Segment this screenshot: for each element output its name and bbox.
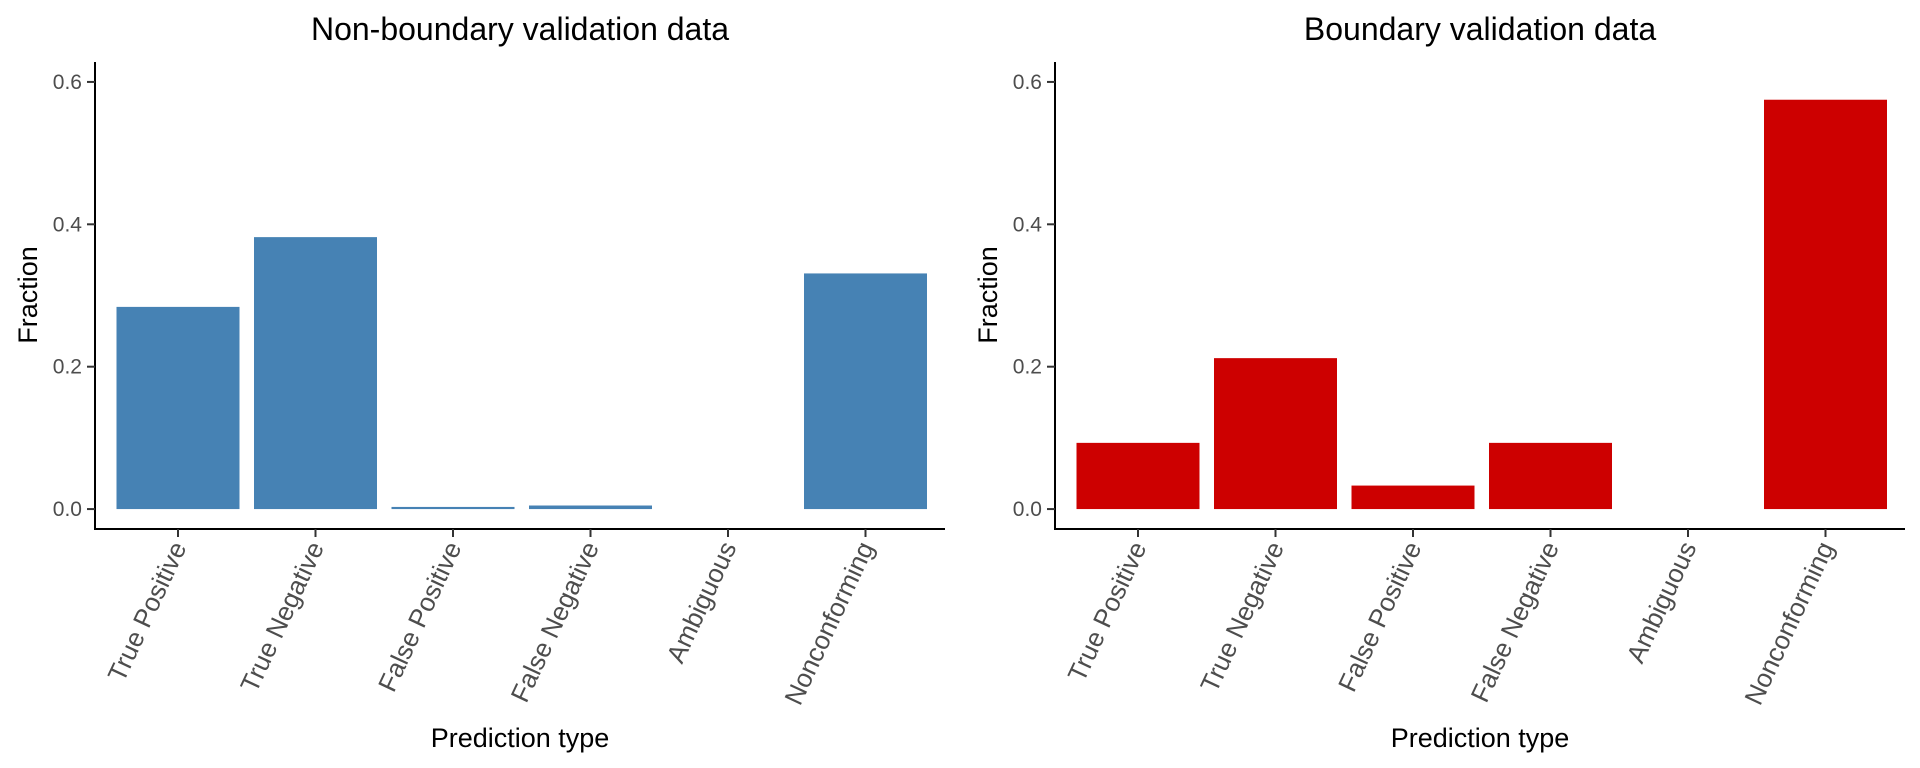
y-ticks: 0.0 0.2 0.4 0.6 [53,71,95,521]
y-tick-label: 0.6 [53,71,82,94]
x-tick-label-nonconforming: Nonconforming [1738,537,1840,709]
bar-false-positive [1351,485,1475,510]
y-tick-label: 0.2 [53,356,82,379]
x-axis-title: Prediction type [431,723,610,753]
y-tick-label: 0.2 [1013,356,1042,379]
chart-title: Non-boundary validation data [311,11,729,47]
bar-false-positive [391,506,515,510]
chart-non-boundary: Non-boundary validation data 0.0 0.2 0.4 0.… [13,11,945,753]
bars-group [1076,99,1887,510]
x-axis-title: Prediction type [1391,723,1570,753]
x-tick-label-false-positive: False Positive [372,537,468,696]
bar-true-negative [1214,358,1337,510]
x-tick-label-true-positive: True Positive [102,537,193,686]
x-ticks: True Positive True Negative False Positive… [102,529,880,709]
y-tick-label: 0.0 [1013,498,1042,521]
bar-false-negative [529,505,652,510]
bars-group [116,237,927,510]
chart-non-boundary-svg: Non-boundary validation data 0.00.20.40.… [13,11,945,753]
x-tick-label-false-negative: False Negative [504,537,604,707]
bar-true-positive [116,306,240,510]
x-tick-label-true-negative: True Negative [234,537,330,697]
bar-true-positive [1076,442,1200,510]
x-tick-label-false-negative: False Negative [1464,537,1564,707]
y-tick-label: 0.4 [53,213,83,236]
y-tick-label: 0.6 [1013,71,1042,94]
y-axis-title: Fraction [973,246,1003,344]
x-tick-label-false-positive: False Positive [1332,537,1428,696]
x-tick-label-ambiguous: Ambiguous [660,537,742,668]
x-tick-label-true-positive: True Positive [1062,537,1153,686]
x-ticks: True Positive True Negative False Positive… [1062,529,1840,709]
x-tick-label-true-negative: True Negative [1194,537,1290,697]
bar-nonconforming [804,273,927,510]
y-tick-label: 0.4 [1013,213,1043,236]
bar-nonconforming [1764,99,1887,510]
x-tick-label-nonconforming: Nonconforming [778,537,880,709]
y-axis-title: Fraction [13,246,43,344]
x-tick-label-ambiguous: Ambiguous [1620,537,1702,668]
chart-boundary: Boundary validation data 0.0 0.2 0.4 0.6 Tr… [960,0,1920,768]
chart-boundary-svg: Boundary validation data 0.0 0.2 0.4 0.6 Tr… [973,11,1905,753]
y-tick-label: 0.0 [53,498,82,521]
bar-false-negative [1489,442,1612,510]
bar-true-negative [254,237,377,510]
chart-title: Boundary validation data [1304,11,1656,47]
y-ticks: 0.0 0.2 0.4 0.6 [1013,71,1055,521]
